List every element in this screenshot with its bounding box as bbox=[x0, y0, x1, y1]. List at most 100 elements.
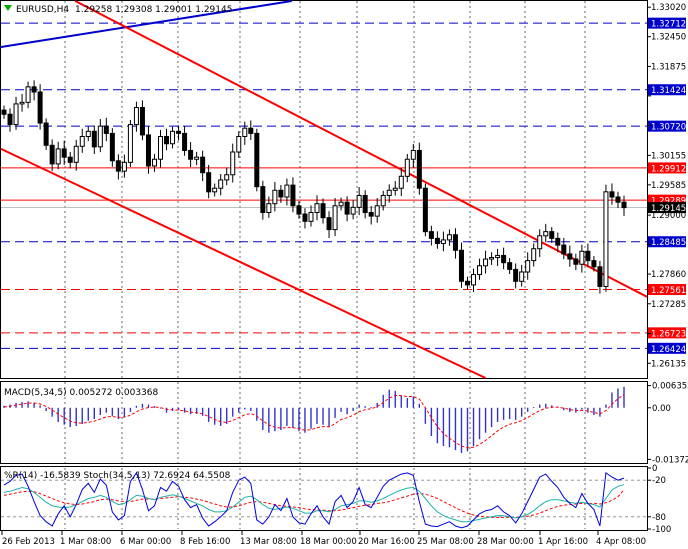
candle-body bbox=[182, 132, 188, 151]
macd-tick-label: -0.013721 bbox=[652, 455, 688, 465]
macd-tick-label: 0.006352 bbox=[652, 382, 688, 392]
candle-body bbox=[603, 191, 609, 287]
candle-body bbox=[591, 260, 597, 268]
candle-body bbox=[489, 257, 495, 260]
price-level-value: 1.29912 bbox=[651, 164, 686, 174]
price-level-tag bbox=[648, 17, 686, 29]
candle-body bbox=[248, 127, 254, 134]
candle-body bbox=[314, 203, 320, 214]
macd-label: MACD(5,34,5) 0.005272 0.003368 bbox=[4, 388, 159, 398]
candle-body bbox=[212, 187, 218, 193]
candle-body bbox=[7, 113, 13, 126]
candles bbox=[1, 80, 627, 294]
candle-body bbox=[320, 203, 326, 219]
x-tick-label: 4 Apr 08:00 bbox=[596, 537, 646, 547]
candle-body bbox=[194, 156, 200, 160]
x-tick-label: 26 Feb 2013 bbox=[2, 537, 55, 547]
price-level-tag bbox=[648, 327, 686, 339]
price-level-value: 1.29289 bbox=[651, 197, 686, 207]
candle-body bbox=[519, 271, 525, 282]
candle-body bbox=[609, 191, 615, 198]
candle-body bbox=[1, 109, 7, 115]
current-price-tag bbox=[648, 202, 686, 214]
time-axis: 26 Feb 2013 1 Mar 08:00 6 Mar 00:00 8 Feb 1… bbox=[1, 531, 646, 547]
x-tick-label: 20 Mar 16:00 bbox=[358, 537, 415, 547]
candle-body bbox=[585, 250, 591, 262]
symbol-label: EURUSD,H4 bbox=[16, 5, 69, 15]
candle-body bbox=[561, 244, 567, 255]
candle-body bbox=[67, 156, 73, 163]
candle-body bbox=[19, 101, 25, 105]
candle-body bbox=[139, 107, 145, 136]
candle-body bbox=[79, 135, 85, 147]
candle-body bbox=[37, 91, 43, 124]
x-tick-label: 13 Mar 08:00 bbox=[240, 537, 297, 547]
trendlines bbox=[0, 0, 648, 379]
candle-body bbox=[49, 144, 55, 165]
y-tick-label: 1.27285 bbox=[651, 300, 686, 310]
candle-body bbox=[567, 253, 573, 260]
candle-body bbox=[97, 125, 103, 148]
macd-panel: 0.006352 0.00 -0.013721 MACD(5,34,5) 0.005… bbox=[0, 381, 688, 465]
candle-body bbox=[338, 201, 344, 207]
oscillator-tick-label: -100 bbox=[652, 525, 671, 535]
candle-body bbox=[61, 148, 67, 158]
macd-histogram bbox=[3, 386, 625, 453]
x-tick-label: 1 Apr 16:00 bbox=[538, 537, 588, 547]
candle-body bbox=[43, 122, 49, 146]
candle-body bbox=[543, 231, 549, 237]
x-tick-label: 25 Mar 08:00 bbox=[417, 537, 474, 547]
candle-body bbox=[290, 184, 296, 207]
oscillator-tick-label: -80 bbox=[652, 513, 666, 523]
trendline bbox=[0, 147, 486, 379]
price-level-value: 1.28485 bbox=[651, 238, 686, 248]
chart-header: EURUSD,H4 1.29258 1.29308 1.29001 1.2914… bbox=[4, 5, 232, 15]
price-level-tag bbox=[648, 84, 686, 96]
candle-body bbox=[115, 160, 121, 172]
x-tick-label: 6 Mar 00:00 bbox=[120, 537, 171, 547]
price-level-tag bbox=[648, 162, 686, 174]
candle-body bbox=[380, 194, 386, 207]
candle-body bbox=[308, 212, 314, 222]
candle-body bbox=[464, 280, 470, 286]
oscillator-label: %R(14) -16.5839 Stoch(34,5,13) 72.6924 6… bbox=[4, 471, 231, 481]
candle-body bbox=[422, 187, 428, 233]
candle-body bbox=[555, 237, 561, 246]
candle-body bbox=[127, 124, 133, 163]
price-axis: 1.32712 1.31424 1.30720 1.29912 1.29289 1.284… bbox=[647, 3, 686, 369]
candle-body bbox=[531, 248, 537, 262]
candle-body bbox=[170, 130, 176, 145]
oscillator-tick-label: -20 bbox=[652, 476, 666, 486]
williams-r-line bbox=[3, 471, 625, 529]
macd-grid bbox=[64, 382, 586, 463]
candle-body bbox=[356, 194, 362, 208]
macd-axis: 0.006352 0.00 -0.013721 bbox=[647, 382, 688, 465]
candle-body bbox=[188, 149, 194, 160]
price-level-tag bbox=[648, 194, 686, 206]
y-tick-label: 1.29585 bbox=[651, 181, 686, 191]
candle-body bbox=[477, 265, 483, 276]
candle-body bbox=[344, 201, 350, 215]
candle-body bbox=[350, 206, 356, 215]
candle-body bbox=[73, 145, 79, 163]
price-level-value: 1.31424 bbox=[651, 86, 686, 96]
candle-body bbox=[495, 254, 501, 259]
candle-body bbox=[597, 266, 603, 287]
macd-signal-line bbox=[3, 394, 625, 449]
stoch-main-line bbox=[3, 484, 625, 523]
candle-body bbox=[200, 156, 206, 174]
candle-body bbox=[25, 86, 31, 103]
candle-body bbox=[133, 107, 139, 126]
price-level-tag bbox=[648, 342, 686, 354]
oscillator-tick-label: 0 bbox=[652, 464, 657, 474]
price-level-tag bbox=[648, 120, 686, 132]
candle-body bbox=[483, 258, 489, 267]
ohlc-label: 1.29258 1.29308 1.29001 1.29145 bbox=[75, 5, 232, 15]
candle-body bbox=[236, 135, 242, 153]
price-level-tag bbox=[648, 284, 686, 296]
current-price-value: 1.29145 bbox=[651, 204, 686, 214]
candle-body bbox=[573, 258, 579, 265]
candle-body bbox=[332, 205, 338, 231]
y-tick-label: 1.26135 bbox=[651, 359, 686, 369]
